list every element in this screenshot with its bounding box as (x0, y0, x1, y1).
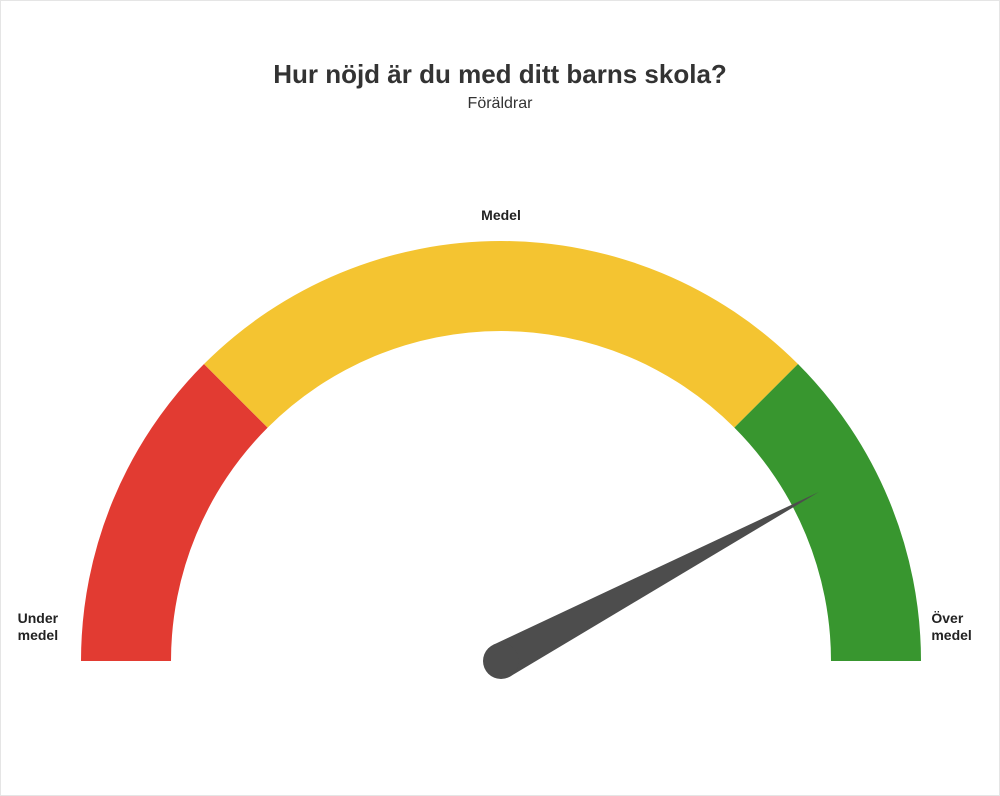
gauge-svg (1, 131, 1000, 771)
chart-subtitle: Föräldrar (1, 95, 999, 113)
segment-label-under-medel: Under medel (18, 610, 73, 645)
gauge-chart: Under medel Medel Över medel (1, 131, 1000, 771)
gauge-segment-1 (204, 241, 798, 428)
chart-title: Hur nöjd är du med ditt barns skola? (1, 59, 999, 90)
segment-label-over-medel: Över medel (931, 610, 986, 645)
gauge-segment-0 (81, 364, 268, 661)
gauge-hub (483, 643, 519, 679)
gauge-segment-2 (734, 364, 921, 661)
segment-label-medel: Medel (461, 207, 541, 225)
chart-frame: Hur nöjd är du med ditt barns skola? För… (0, 0, 1000, 796)
gauge-needle (493, 492, 819, 677)
